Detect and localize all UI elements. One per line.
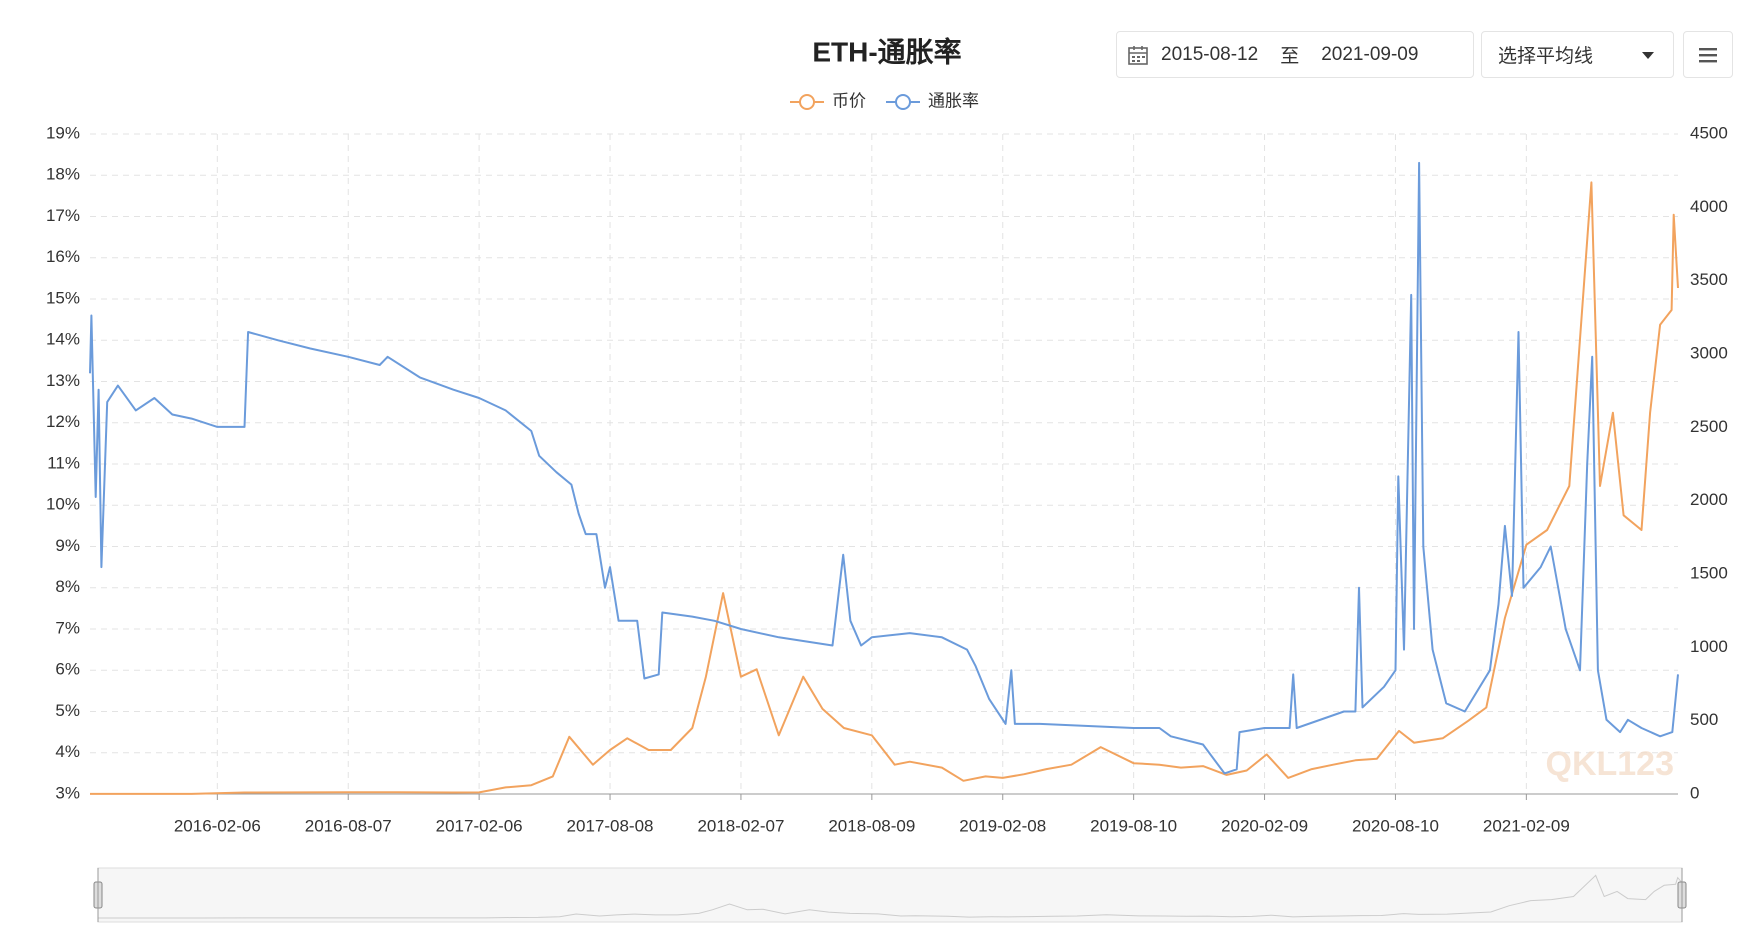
y2-tick-label: 1000 (1690, 637, 1728, 656)
y2-tick-label: 3500 (1690, 270, 1728, 289)
x-tick-label: 2018-08-09 (828, 816, 915, 835)
y-tick-label: 12% (46, 412, 80, 431)
y2-tick-label: 500 (1690, 710, 1718, 729)
y-tick-label: 16% (46, 247, 80, 266)
y-tick-label: 10% (46, 495, 80, 514)
legend-item: 币价 (790, 91, 866, 110)
series-line (89, 161, 1679, 775)
chart-title: ETH-通胀率 (812, 35, 961, 67)
date-to[interactable]: 2021-09-09 (1321, 43, 1419, 65)
y-tick-label: 17% (46, 206, 80, 225)
y-tick-label: 15% (46, 288, 80, 307)
date-from[interactable]: 2015-08-12 (1161, 43, 1259, 65)
x-tick-label: 2019-08-10 (1090, 816, 1177, 835)
y-tick-label: 4% (55, 742, 80, 761)
dropdown-arrow (1642, 51, 1654, 59)
legend-label: 币价 (832, 91, 866, 110)
legend-label: 通胀率 (928, 91, 979, 110)
date-separator: 至 (1280, 46, 1300, 67)
y-tick-label: 8% (55, 577, 80, 596)
legend-item: 通胀率 (886, 91, 979, 110)
date-range[interactable]: 2015-08-12 至 2021-09-09 (1116, 31, 1474, 78)
y2-tick-label: 4500 (1690, 123, 1728, 142)
watermark: QKL123 (1546, 745, 1675, 783)
y-tick-label: 13% (46, 371, 80, 390)
series-line (90, 181, 1679, 795)
y2-tick-label: 4000 (1690, 197, 1728, 216)
average-select[interactable]: 选择平均线 (1481, 31, 1674, 78)
x-tick-label: 2017-02-06 (436, 816, 523, 835)
y2-tick-label: 2500 (1690, 417, 1728, 436)
x-tick-label: 2018-02-07 (697, 816, 784, 835)
menu-icon (1699, 47, 1717, 62)
y-tick-label: 6% (55, 660, 80, 679)
y2-tick-label: 1500 (1690, 563, 1728, 582)
x-tick-label: 2020-08-10 (1352, 816, 1439, 835)
average-select-label: 选择平均线 (1498, 46, 1594, 67)
x-tick-label: 2017-08-08 (567, 816, 654, 835)
legend-marker (799, 94, 815, 110)
menu-button[interactable] (1683, 31, 1733, 78)
calendar-icon (1128, 45, 1148, 65)
y-tick-label: 11% (47, 453, 80, 472)
y-tick-label: 5% (55, 701, 80, 720)
y2-tick-label: 3000 (1690, 343, 1728, 362)
x-tick-label: 2021-02-09 (1483, 816, 1570, 835)
zoom-slider (97, 867, 1683, 923)
y-tick-label: 3% (55, 783, 80, 802)
y2-tick-label: 0 (1690, 783, 1699, 802)
y-tick-label: 18% (46, 165, 80, 184)
y-tick-label: 7% (55, 618, 80, 637)
y-tick-label: 14% (46, 330, 80, 349)
x-tick-label: 2020-02-09 (1221, 816, 1308, 835)
x-tick-label: 2016-08-07 (305, 816, 392, 835)
y2-tick-label: 2000 (1690, 490, 1728, 509)
x-tick-label: 2016-02-06 (174, 816, 261, 835)
legend-marker (895, 94, 911, 110)
y-tick-label: 19% (46, 123, 80, 142)
y-tick-label: 9% (55, 536, 80, 555)
x-tick-label: 2019-02-08 (959, 816, 1046, 835)
zoom-preview-line (98, 874, 1683, 919)
